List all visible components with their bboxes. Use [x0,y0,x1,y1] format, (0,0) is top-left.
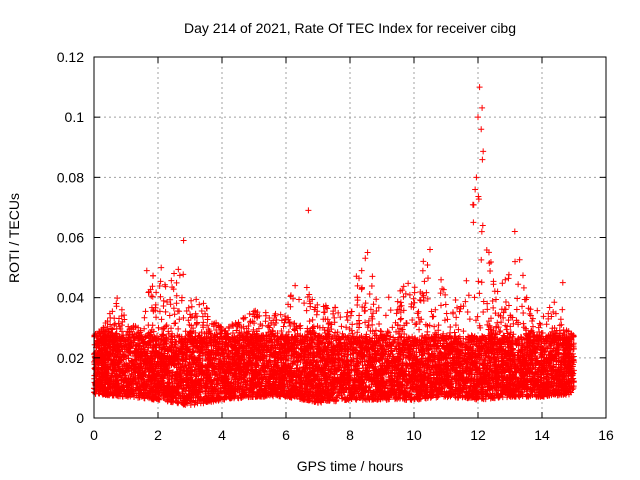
data-point [185,304,192,311]
data-point [167,301,174,308]
data-point [484,300,491,307]
data-point [464,309,471,316]
data-point [309,316,316,323]
data-point [171,270,178,277]
data-point [557,316,564,323]
data-point [149,283,156,290]
data-point [394,298,401,305]
data-point [424,262,431,269]
data-point [400,283,407,290]
data-point [558,321,565,328]
data-point [344,317,351,324]
data-point [491,288,498,295]
data-point [306,318,313,325]
data-point [397,299,404,306]
data-point [387,333,394,340]
data-point [387,307,394,314]
data-point [460,328,467,335]
data-point [409,316,416,323]
data-point [398,315,405,322]
data-point [158,316,165,323]
data-point [421,278,428,285]
data-point [529,323,536,330]
data-point [475,278,482,285]
data-point [370,301,377,308]
data-point [358,267,365,274]
data-point [170,305,177,312]
data-point [335,309,342,316]
data-point [180,314,187,321]
data-point [545,315,552,322]
data-point [441,317,448,324]
data-point [141,314,148,321]
data-point [515,281,522,288]
data-point [167,296,174,303]
data-point [519,303,526,310]
data-point [410,295,417,302]
data-point [176,272,183,279]
data-point [465,292,472,299]
data-point [411,299,418,306]
chart-title: Day 214 of 2021, Rate Of TEC Index for r… [184,20,516,36]
data-point [447,323,454,330]
data-point [474,313,481,320]
data-point [175,266,182,273]
data-point [519,272,526,279]
data-point [456,308,463,315]
data-point [453,314,460,321]
data-point [505,302,512,309]
data-point [516,256,523,263]
data-point [168,277,175,284]
data-point [277,311,284,318]
data-point [520,284,527,291]
data-point [479,104,486,111]
data-point [520,320,527,327]
data-point [413,320,420,327]
data-point [546,304,553,311]
data-points [91,84,577,409]
data-point [198,329,205,336]
data-point [455,326,462,333]
data-point [419,290,426,297]
